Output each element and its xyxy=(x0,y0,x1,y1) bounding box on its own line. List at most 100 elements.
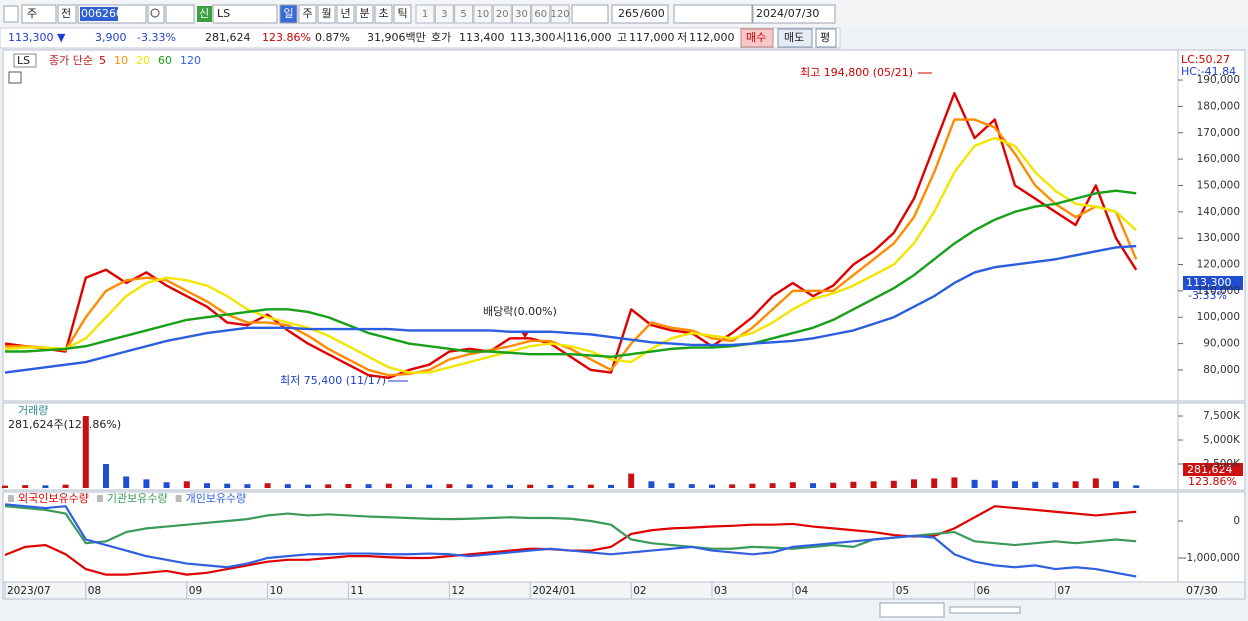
volume-bar xyxy=(183,481,190,488)
low-label: 저 xyxy=(677,31,687,44)
legend-item: 10 xyxy=(114,54,128,67)
volume-panel xyxy=(2,402,1179,491)
y-tick-label: 100,000 xyxy=(1197,311,1240,323)
volume-bar xyxy=(729,484,736,488)
date: 2024/07/30 xyxy=(756,7,819,20)
volume-bar xyxy=(1012,481,1018,488)
volume-bar xyxy=(931,478,938,488)
x-axis xyxy=(2,581,1246,600)
price-panel xyxy=(2,49,1179,402)
volume-bar xyxy=(870,481,877,488)
y-tick-label: 120,000 xyxy=(1197,259,1240,271)
stock-name: LS xyxy=(217,7,230,20)
legend-item: 외국인보유수량 xyxy=(18,492,89,505)
period-btn[interactable] xyxy=(317,4,336,24)
interval-btn[interactable] xyxy=(531,4,551,24)
interval-btn[interactable] xyxy=(512,4,531,24)
tool-icons[interactable] xyxy=(673,4,753,24)
volume-bar xyxy=(1032,481,1039,488)
ask: 113,400 xyxy=(459,31,505,44)
volume-bar xyxy=(991,480,998,488)
volume-bar xyxy=(284,484,291,488)
volume-bar xyxy=(648,481,655,488)
sell: 매도 xyxy=(784,31,804,44)
date-box[interactable] xyxy=(752,4,836,24)
quote-turnover: 0.87% xyxy=(315,31,350,44)
volume-subtitle: 281,624주(123.86%) xyxy=(8,418,121,431)
volume-bar xyxy=(668,483,675,488)
volume-bar xyxy=(204,483,210,488)
period-btn[interactable] xyxy=(298,4,317,24)
y-tick-label: -1,000,000 xyxy=(1183,552,1240,564)
period-btn[interactable] xyxy=(279,4,298,24)
ex-dividend-arrow xyxy=(521,332,529,338)
volume-bar xyxy=(587,484,594,488)
quote-volume-ratio: 123.86% xyxy=(262,31,311,44)
volume-bar xyxy=(345,483,352,488)
period: 주 xyxy=(302,7,312,20)
volume-bar xyxy=(547,484,554,488)
menu-icon[interactable] xyxy=(3,5,19,23)
period-btn[interactable] xyxy=(336,4,355,24)
y-tick-label: 130,000 xyxy=(1197,232,1240,244)
y-tick-label: 90,000 xyxy=(1203,338,1240,350)
volume-bar xyxy=(567,485,574,488)
period-btn[interactable] xyxy=(393,4,412,24)
volume-bar xyxy=(628,473,635,488)
volume-bar xyxy=(385,483,392,488)
count-box[interactable] xyxy=(611,4,669,24)
interval-btn[interactable] xyxy=(473,4,493,24)
last-price: 113,300 xyxy=(1186,276,1232,289)
interval: 60 xyxy=(534,9,547,20)
period-btn[interactable] xyxy=(374,4,393,24)
volume-bar xyxy=(244,484,251,488)
interval-dropdown[interactable] xyxy=(571,4,609,24)
interval: 20 xyxy=(496,9,509,20)
zoom-slider[interactable] xyxy=(949,606,1021,614)
volume-bar xyxy=(527,484,534,488)
volume-bar xyxy=(224,483,231,488)
interval-btn[interactable] xyxy=(550,4,570,24)
interval: 10 xyxy=(477,9,490,20)
interval-btn[interactable] xyxy=(434,4,454,24)
legend-item: 120 xyxy=(180,54,201,67)
y-tick-label: 170,000 xyxy=(1197,127,1240,139)
volume-bar xyxy=(123,476,130,488)
new-badge-bg xyxy=(197,6,212,22)
volume-bar xyxy=(688,484,695,488)
name-input[interactable] xyxy=(212,4,278,24)
y-tick-label: 160,000 xyxy=(1197,153,1240,165)
code: 006260 xyxy=(81,7,123,20)
x-tick-label: 11 xyxy=(350,585,363,597)
legend-item: 5 xyxy=(99,54,106,67)
interval-btn[interactable] xyxy=(492,4,512,24)
buy-btn[interactable] xyxy=(740,28,774,48)
interval-btn[interactable] xyxy=(454,4,474,24)
table-icon[interactable] xyxy=(8,71,22,84)
sound-btn[interactable] xyxy=(165,4,195,24)
period: 년 xyxy=(340,7,350,20)
sell-btn[interactable] xyxy=(777,28,813,48)
price-axis xyxy=(1177,49,1246,402)
x-tick-label: 07 xyxy=(1057,585,1070,597)
nav-buttons[interactable] xyxy=(879,602,945,618)
scroll-bar[interactable] xyxy=(0,600,1248,621)
interval-btn[interactable] xyxy=(415,4,435,24)
volume-bar xyxy=(426,484,433,488)
y-tick-label: 7,500K xyxy=(1203,410,1241,422)
interval: 5 xyxy=(460,9,466,20)
volume-bar xyxy=(2,485,8,488)
market-select[interactable] xyxy=(21,4,57,24)
search-btn[interactable] xyxy=(147,4,165,24)
scope-select[interactable] xyxy=(57,4,77,24)
avg-btn[interactable] xyxy=(815,28,837,48)
last-change: -3.33% xyxy=(1188,289,1227,302)
period-btn[interactable] xyxy=(355,4,374,24)
y-tick-label: 110,000 xyxy=(1197,285,1240,297)
series-line xyxy=(4,92,1138,380)
symbol: LS xyxy=(17,54,30,67)
y-tick-label: 2,500K xyxy=(1203,458,1241,470)
x-tick-label: 06 xyxy=(977,585,991,597)
quote-price: 113,300 ▼ xyxy=(8,31,66,44)
